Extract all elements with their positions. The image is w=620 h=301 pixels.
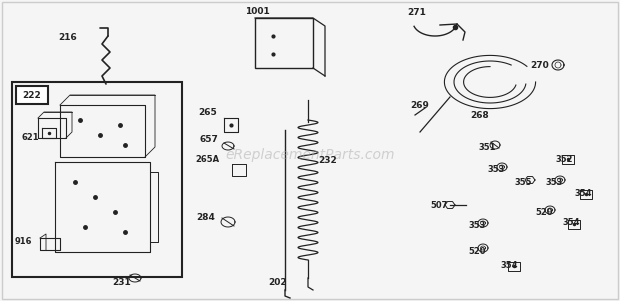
Text: eReplacementParts.com: eReplacementParts.com	[225, 148, 395, 162]
Text: 354: 354	[574, 189, 591, 198]
Text: 351: 351	[478, 143, 495, 152]
Text: 353: 353	[468, 221, 485, 230]
Bar	[12, 82, 182, 277]
Text: 216: 216	[58, 33, 77, 42]
Text: 231: 231	[112, 278, 131, 287]
Text: 353: 353	[487, 165, 505, 174]
Text: 355: 355	[514, 178, 531, 187]
Text: 520: 520	[468, 247, 485, 256]
Text: 353: 353	[545, 178, 562, 187]
Text: 352: 352	[555, 155, 572, 164]
Text: 354: 354	[500, 261, 518, 270]
Text: 520: 520	[535, 208, 552, 217]
Text: 284: 284	[196, 213, 215, 222]
Text: 270: 270	[530, 61, 549, 70]
Bar	[16, 86, 48, 104]
Text: 202: 202	[268, 278, 286, 287]
Text: 1001: 1001	[245, 7, 270, 16]
Text: 268: 268	[470, 111, 489, 120]
Text: 269: 269	[410, 101, 429, 110]
Text: 354: 354	[562, 218, 580, 227]
Text: 621: 621	[22, 133, 40, 142]
Text: 232: 232	[318, 156, 337, 165]
Text: 265A: 265A	[195, 155, 219, 164]
Text: 265: 265	[198, 108, 217, 117]
Text: 271: 271	[407, 8, 426, 17]
Text: 507: 507	[430, 201, 448, 210]
Bar	[255, 18, 313, 68]
Text: 222: 222	[22, 91, 42, 100]
Text: 657: 657	[200, 135, 219, 144]
Text: 916: 916	[15, 237, 32, 246]
